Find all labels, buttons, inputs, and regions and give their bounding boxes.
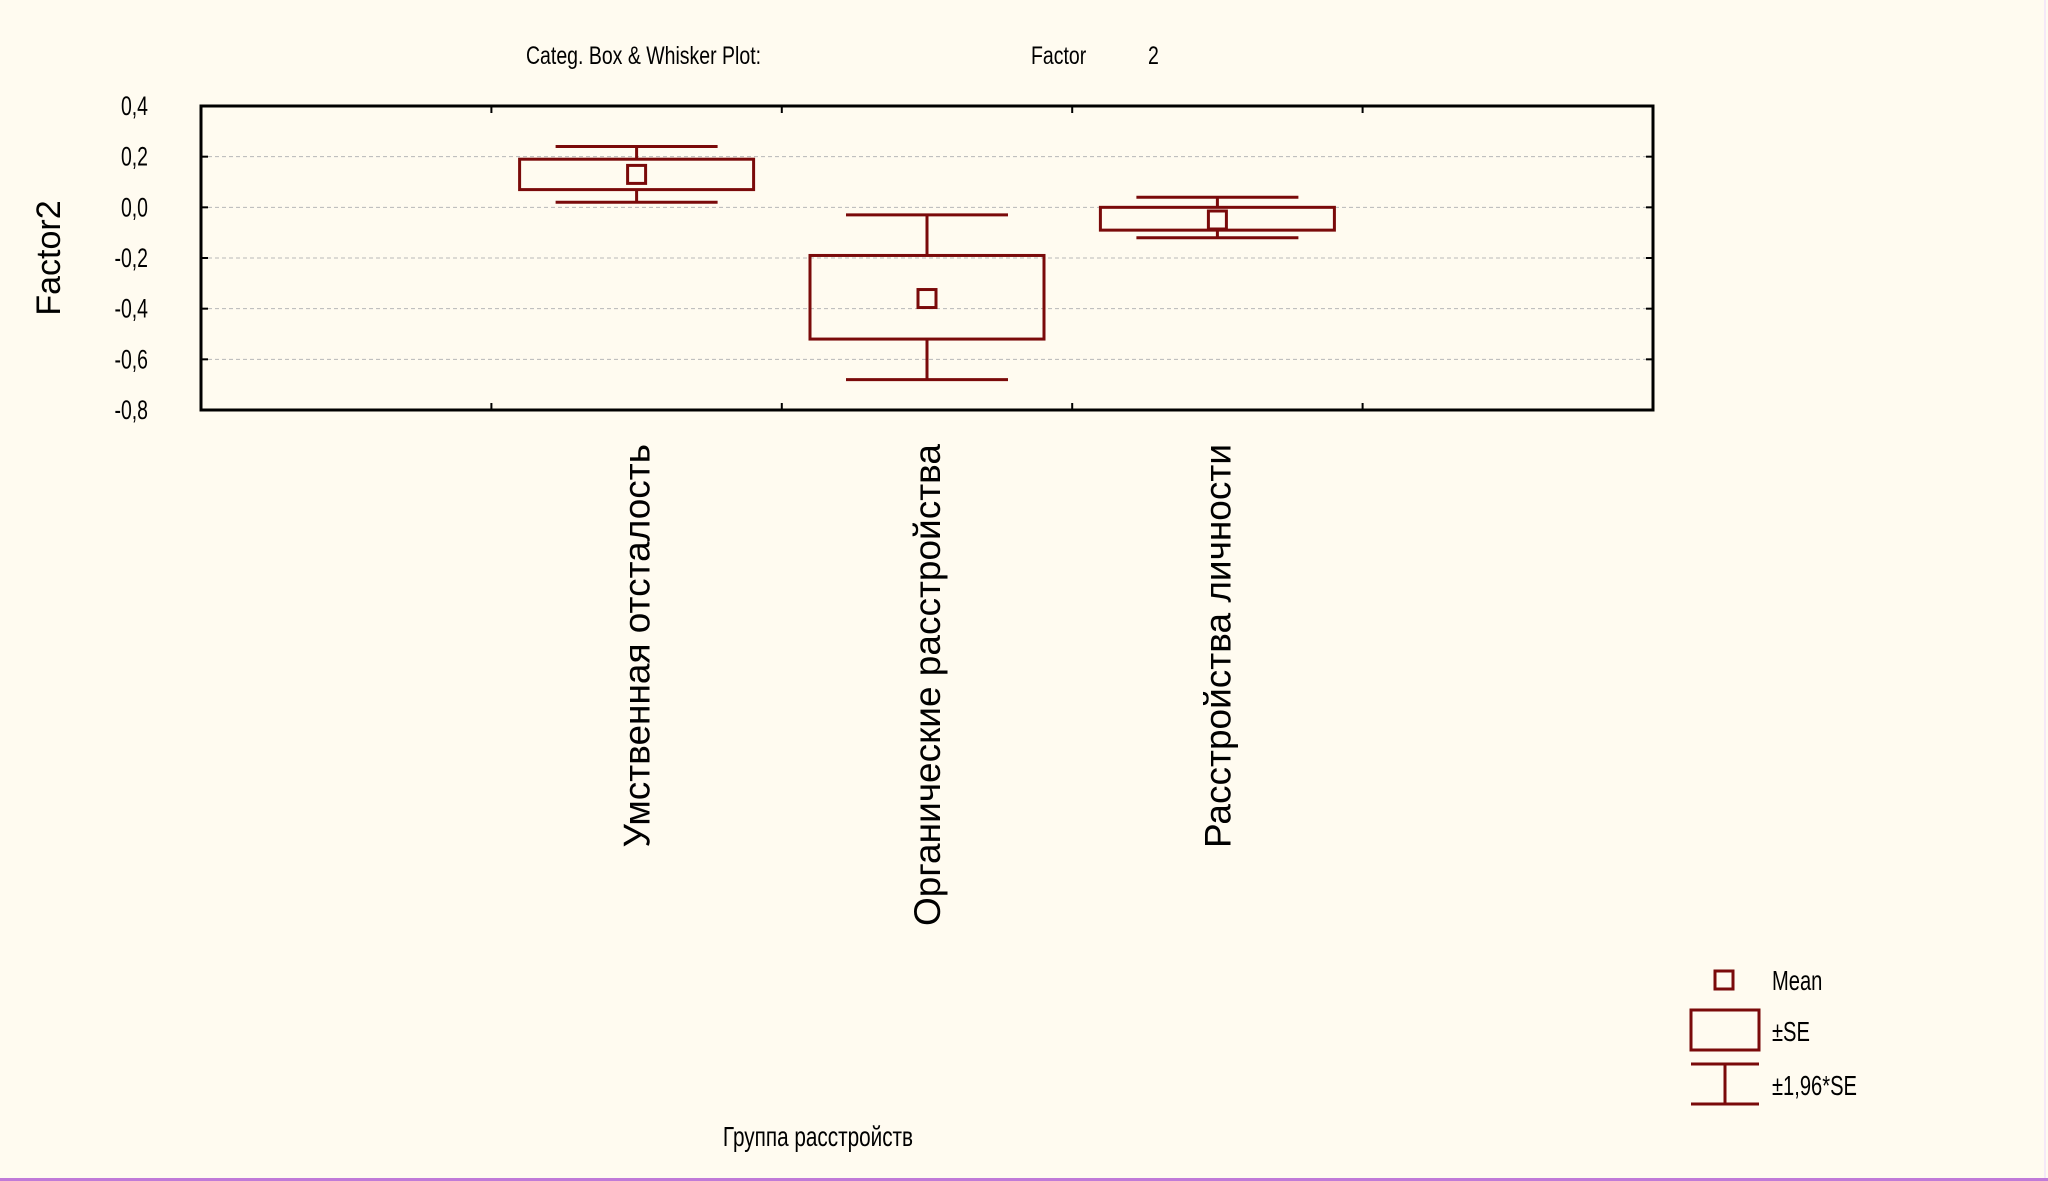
x-category-label: Органические расстройства [907, 444, 948, 926]
mean-marker [626, 163, 648, 185]
legend-se-marker [1689, 1008, 1761, 1052]
box-group [808, 213, 1046, 382]
y-axis: 0,4 0,2 0,0 -0,2 -0,4 -0,6 -0,8 [115, 91, 1653, 425]
y-tick-label: -0,2 [115, 243, 148, 273]
y-tick-label: 0,0 [121, 192, 148, 222]
category-labels: Умственная отсталость Органические расстр… [617, 444, 1239, 926]
y-tick-label: 0,4 [121, 91, 148, 121]
right-border [2044, 0, 2046, 1181]
x-category-label: Умственная отсталость [617, 444, 658, 848]
chart-title: Categ. Box & Whisker Plot: [526, 42, 761, 70]
bottom-border [0, 1178, 2048, 1181]
y-tick-label: 0,2 [121, 142, 148, 172]
legend-mean-label: Mean [1772, 966, 1822, 997]
se-box [518, 157, 756, 192]
legend-mean-marker [1713, 969, 1735, 991]
box-group [518, 145, 756, 204]
x-category-label: Расстройства личности [1197, 444, 1238, 848]
se-box [808, 253, 1046, 341]
boxes-layer [518, 145, 1336, 382]
legend-ci-label: ±1,96*SE [1772, 1071, 1857, 1102]
y-axis-title: Factor2 [30, 200, 68, 315]
legend: Mean ±SE ±1,96*SE [1689, 966, 1857, 1106]
y-tick-label: -0,8 [115, 395, 148, 425]
factor-label: Factor [1031, 42, 1087, 70]
x-axis [490, 106, 1364, 410]
mean-marker [916, 288, 938, 310]
mean-marker [1206, 209, 1228, 231]
legend-ci-marker [1691, 1062, 1759, 1106]
factor-value: 2 [1148, 42, 1159, 70]
box-group [1098, 195, 1336, 240]
x-axis-title: Группа расстройств [723, 1122, 913, 1153]
grid-lines [201, 156, 1653, 360]
y-tick-label: -0,4 [115, 294, 148, 324]
y-tick-label: -0,6 [115, 344, 148, 374]
legend-se-label: ±SE [1772, 1017, 1810, 1048]
